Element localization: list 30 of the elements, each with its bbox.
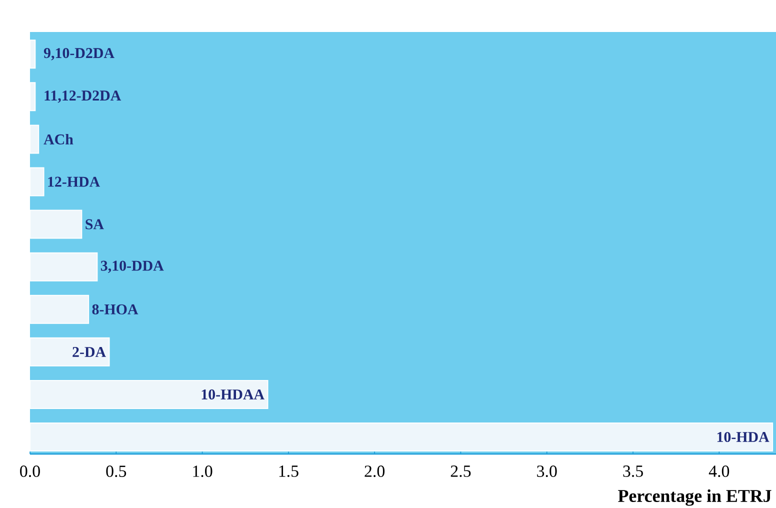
x-tick-label: 1.5 [279,466,298,477]
y-tick-label: 10-HDA [717,432,770,442]
y-tick-label: SA [86,219,104,230]
bar [30,294,90,324]
y-tick-label: 10-HDAA [202,389,264,400]
x-tick-label: 4.0 [708,466,730,478]
bar [30,380,268,409]
x-tick-label: 0.0 [20,466,40,478]
bar [30,252,98,282]
y-tick-label: 12-HDA [48,176,100,187]
y-tick-label: 2-DA [72,346,106,357]
x-axis-title: Percentage in ETRJ [618,489,772,506]
x-tick-label: 3.5 [623,466,643,477]
y-tick-label: 3,10-DDA [100,260,164,273]
bar [30,40,36,69]
bar [30,167,44,196]
bar [30,82,36,112]
y-tick-label: 11,12-D2DA [44,90,122,103]
x-tick-label: 2.0 [364,466,385,478]
y-tick-label: 9,10-D2DA [44,48,114,60]
bar [30,337,110,366]
bar [30,124,40,154]
bar [30,210,82,239]
x-tick-label: 3.0 [537,466,557,478]
y-tick-label: ACh [44,134,74,144]
x-tick-label: 0.5 [106,466,126,478]
x-tick-label: 1.0 [193,466,212,478]
x-tick-label: 2.5 [450,466,471,477]
y-tick-label: 8-HOA [92,304,138,314]
bar [30,422,774,452]
